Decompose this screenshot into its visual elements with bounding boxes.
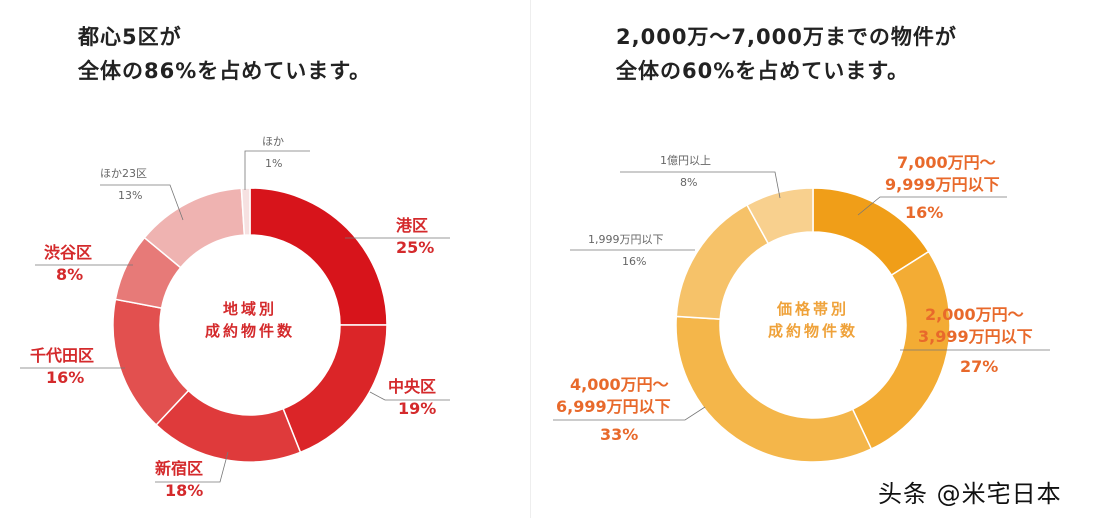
- leader-lines: [20, 150, 1050, 483]
- label-hoka: ほか 1%: [262, 135, 284, 170]
- leader-line-shinjuku: [155, 451, 229, 483]
- label-chuo: 中央区 19%: [388, 377, 437, 418]
- left-center-label: 地域別 成約物件数: [180, 298, 320, 342]
- leader-line-chuo: [369, 391, 450, 401]
- right-title: 2,000万～7,000万までの物件が 全体の60%を占めています。: [616, 20, 957, 88]
- donut-slice-6: [240, 187, 251, 236]
- label-shinjuku: 新宿区 18%: [155, 459, 204, 500]
- region-donut: [112, 187, 388, 463]
- leader-line-7000: [857, 196, 1007, 216]
- right-title-line1: 2,000万～7,000万までの物件が: [616, 25, 957, 49]
- left-center-line1: 地域別: [222, 300, 277, 318]
- label-hoka23: ほか23区 13%: [100, 167, 147, 202]
- label-chiyoda: 千代田区 16%: [30, 346, 95, 387]
- label-under1999: 1,999万円以下 16%: [588, 233, 664, 268]
- price-donut: [675, 187, 951, 463]
- right-center-line2: 成約物件数: [767, 322, 858, 340]
- label-2000-3999: 2,000万円～ 3,999万円以下 27%: [918, 305, 1033, 376]
- leader-line-hoka23: [100, 184, 184, 221]
- donut-slice-1: [282, 324, 388, 454]
- label-minato: 港区 25%: [396, 216, 435, 257]
- left-title-line2: 全体の86%を占めています。: [78, 59, 372, 83]
- label-4000-6999: 4,000万円～ 6,999万円以下 33%: [556, 375, 671, 444]
- label-7000-9999: 7,000万円～ 9,999万円以下 16%: [885, 153, 1000, 222]
- leader-line-4000: [553, 406, 706, 421]
- label-shibuya: 渋谷区 8%: [44, 243, 93, 284]
- left-center-line2: 成約物件数: [204, 322, 295, 340]
- leader-line-hoka: [244, 150, 310, 190]
- right-center-line1: 価格帯別: [776, 300, 849, 318]
- donut-slice-4: [745, 187, 814, 245]
- leader-line-1oku: [620, 171, 781, 199]
- left-title-line1: 都心5区が: [78, 25, 182, 49]
- donut-slice-2: [675, 315, 873, 463]
- panel-divider: [530, 0, 531, 518]
- donut-slice-0: [249, 187, 388, 326]
- label-1oku: 1億円以上 8%: [660, 154, 711, 189]
- watermark: 头条 @米宅日本: [878, 480, 1062, 508]
- right-center-label: 価格帯別 成約物件数: [743, 298, 883, 342]
- right-title-line2: 全体の60%を占めています。: [616, 59, 910, 83]
- left-title: 都心5区が 全体の86%を占めています。: [78, 20, 371, 88]
